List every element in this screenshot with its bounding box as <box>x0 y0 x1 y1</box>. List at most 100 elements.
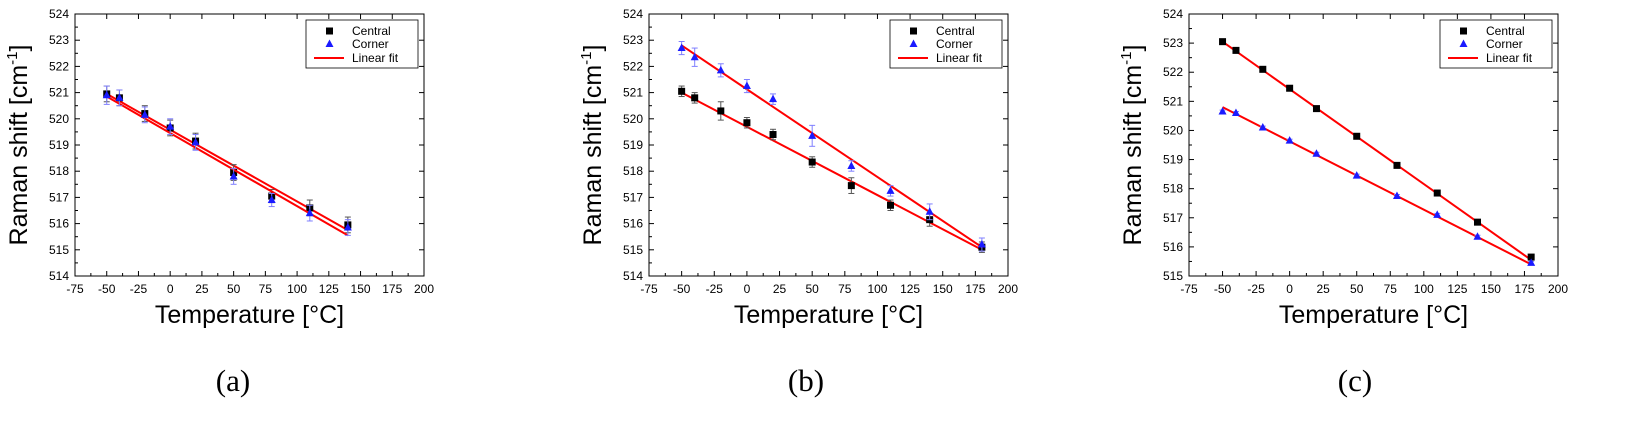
y-tick-label: 519 <box>623 138 643 152</box>
data-point-corner <box>229 171 238 180</box>
y-tick-label: 523 <box>623 33 643 47</box>
data-point-central <box>1353 132 1361 140</box>
y-tick-label: 518 <box>1163 182 1183 196</box>
legend-label: Central <box>1486 24 1525 38</box>
data-point-corner <box>102 90 111 99</box>
legend-label: Linear fit <box>352 51 399 65</box>
legend-box <box>305 19 419 69</box>
y-tick-label: 524 <box>1163 7 1183 21</box>
data-point-corner <box>343 223 352 231</box>
data-point-corner <box>1231 108 1240 116</box>
x-tick-label: 75 <box>1384 282 1398 296</box>
y-tick-label: 522 <box>49 59 69 73</box>
data-point-corner <box>1433 210 1442 218</box>
data-point-corner <box>191 137 200 146</box>
panel-label: (c) <box>1338 363 1372 398</box>
y-axis-label-main: Raman shift [cm <box>579 65 607 246</box>
legend-label: Central <box>352 24 391 38</box>
data-point-corner <box>1392 191 1401 199</box>
x-tick-label: 200 <box>1548 282 1568 296</box>
data-point-corner <box>1285 136 1294 144</box>
data-point-central <box>808 158 816 166</box>
series-corner <box>677 41 986 252</box>
x-tick-label: 125 <box>900 282 920 296</box>
y-tick-label: 520 <box>623 112 643 126</box>
x-tick-label: 100 <box>867 282 887 296</box>
y-tick-label: 514 <box>49 269 69 283</box>
data-point-corner <box>769 94 778 103</box>
data-point-corner <box>267 195 276 204</box>
y-tick-label: 517 <box>623 190 643 204</box>
x-tick-label: 125 <box>1447 282 1467 296</box>
data-point-corner <box>1352 171 1361 179</box>
x-tick-label: 175 <box>1514 282 1534 296</box>
x-tick-label: 50 <box>1350 282 1364 296</box>
panel-label: (a) <box>216 363 250 398</box>
x-axis-label: Temperature [°C] <box>734 301 923 329</box>
data-point-corner <box>925 207 934 215</box>
y-axis-label-close: ] <box>1119 45 1147 52</box>
fit-line-corner <box>106 95 349 237</box>
legend-label: Corner <box>352 37 389 51</box>
fit-line-corner <box>681 44 983 249</box>
x-tick-label: 175 <box>965 282 985 296</box>
data-point-central <box>1312 105 1320 113</box>
legend-label: Corner <box>936 37 973 51</box>
x-tick-label: -50 <box>673 282 691 296</box>
x-tick-label: 150 <box>351 282 371 296</box>
series-corner <box>1218 106 1536 266</box>
y-tick-label: 524 <box>623 7 643 21</box>
y-tick-label: 517 <box>49 190 69 204</box>
data-point-corner <box>1527 258 1536 266</box>
y-tick-label: 515 <box>1163 269 1183 283</box>
y-tick-label: 524 <box>49 7 69 21</box>
x-tick-label: -75 <box>640 282 658 296</box>
y-tick-label: 520 <box>49 112 69 126</box>
x-tick-label: -25 <box>1247 282 1265 296</box>
y-tick-label: 518 <box>623 164 643 178</box>
y-tick-label: 522 <box>1163 65 1183 79</box>
data-point-corner <box>115 93 124 101</box>
x-tick-label: 25 <box>1317 282 1331 296</box>
data-point-central <box>743 119 751 127</box>
data-point-central <box>1393 161 1401 169</box>
data-point-central <box>1527 253 1535 261</box>
y-tick-label: 522 <box>623 59 643 73</box>
data-point-central <box>1286 84 1294 92</box>
data-point-corner <box>977 240 986 248</box>
x-tick-label: 200 <box>414 282 434 296</box>
y-tick-label: 515 <box>623 243 643 257</box>
y-tick-label: 519 <box>49 138 69 152</box>
y-axis-label-main: Raman shift [cm <box>1119 65 1147 246</box>
data-point-central <box>1232 46 1240 54</box>
y-tick-label: 519 <box>1163 153 1183 167</box>
x-tick-label: -75 <box>1180 282 1198 296</box>
y-tick-label: 516 <box>623 217 643 231</box>
legend-marker-corner <box>325 39 334 47</box>
legend-label: Central <box>936 24 975 38</box>
y-tick-label: 523 <box>1163 36 1183 50</box>
y-tick-label: 521 <box>1163 94 1183 108</box>
legend-box <box>1439 19 1553 69</box>
fit-line-corner <box>1222 106 1532 266</box>
data-point-central <box>1473 218 1481 226</box>
data-point-central <box>847 182 855 190</box>
fit-line-central <box>1221 40 1532 261</box>
x-tick-label: 75 <box>838 282 852 296</box>
y-tick-label: 514 <box>623 269 643 283</box>
series-central <box>103 85 352 234</box>
x-axis-label: Temperature [°C] <box>155 301 344 329</box>
series-central <box>1219 38 1535 261</box>
legend-label: Linear fit <box>936 51 983 65</box>
fit-line-central <box>681 91 983 251</box>
y-tick-label: 520 <box>1163 123 1183 137</box>
y-tick-label: 521 <box>623 86 643 100</box>
legend-marker-central <box>910 27 917 35</box>
data-point-corner <box>847 161 856 169</box>
data-point-corner <box>716 65 725 74</box>
y-axis-label: Raman shift [cm-1] <box>1118 45 1147 246</box>
